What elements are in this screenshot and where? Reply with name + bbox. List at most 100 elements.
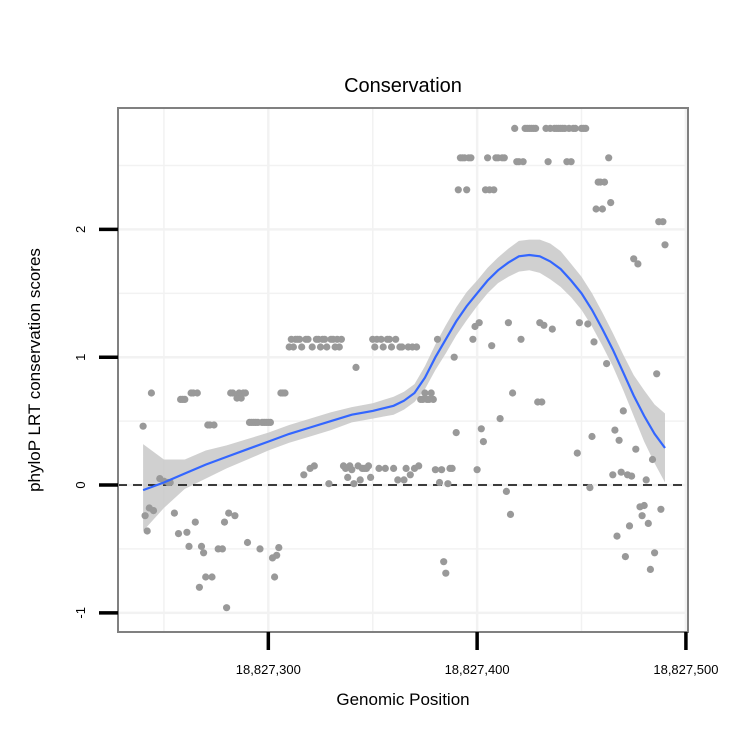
- data-point: [298, 343, 306, 351]
- data-point: [141, 512, 149, 520]
- data-point: [243, 538, 252, 547]
- data-point: [444, 480, 452, 488]
- data-point: [325, 480, 333, 488]
- x-tick-label: 18,827,300: [236, 662, 301, 677]
- data-point: [448, 464, 456, 472]
- data-point: [621, 553, 630, 561]
- data-point: [375, 464, 383, 472]
- data-point: [575, 319, 584, 327]
- data-point: [197, 542, 206, 551]
- data-point: [484, 154, 492, 162]
- data-point: [218, 545, 226, 553]
- chart-title: Conservation: [344, 75, 462, 97]
- data-point: [202, 573, 210, 581]
- y-axis-label: phyloP LRT conservation scores: [25, 248, 44, 492]
- y-tick-label: 0: [73, 481, 88, 488]
- data-point: [532, 124, 540, 132]
- data-point: [454, 186, 462, 194]
- data-point: [603, 360, 611, 368]
- data-point: [316, 343, 325, 351]
- data-point: [548, 325, 556, 333]
- data-point: [519, 158, 527, 166]
- data-point: [600, 178, 609, 186]
- data-point: [427, 389, 435, 397]
- data-point: [611, 426, 619, 434]
- data-point: [500, 154, 508, 162]
- data-point: [659, 218, 667, 226]
- data-point: [567, 158, 575, 166]
- data-point: [504, 319, 512, 327]
- data-point: [473, 466, 481, 474]
- data-point: [415, 462, 423, 470]
- data-point: [477, 425, 485, 433]
- data-point: [640, 501, 648, 510]
- panel-border: [117, 107, 689, 633]
- data-point: [256, 545, 264, 553]
- data-point: [208, 573, 216, 581]
- data-point: [147, 389, 155, 397]
- data-point: [508, 389, 517, 397]
- data-point: [619, 407, 627, 415]
- data-point: [625, 522, 634, 530]
- data-point: [429, 395, 437, 403]
- data-point: [657, 505, 665, 513]
- data-point: [337, 335, 345, 343]
- data-point: [613, 532, 621, 540]
- data-point: [271, 573, 279, 581]
- data-point: [431, 466, 439, 474]
- data-point: [352, 363, 360, 371]
- smooth-curve: [142, 253, 666, 492]
- data-point: [367, 473, 375, 481]
- data-point: [617, 468, 625, 476]
- data-point: [385, 335, 393, 343]
- data-point: [607, 199, 615, 207]
- data-point: [323, 343, 331, 351]
- data-points: [139, 124, 669, 612]
- data-point: [467, 154, 475, 162]
- x-tick-label: 18,827,500: [653, 662, 718, 677]
- data-point: [310, 462, 318, 470]
- data-point: [223, 604, 231, 612]
- data-point: [390, 464, 398, 472]
- y-tick-label: -1: [73, 607, 88, 619]
- data-point: [661, 241, 669, 249]
- data-point: [586, 484, 594, 492]
- data-point: [479, 438, 487, 446]
- data-point: [402, 464, 410, 472]
- data-point: [413, 343, 421, 351]
- data-point: [463, 186, 471, 194]
- data-point: [450, 353, 458, 361]
- data-point: [348, 466, 356, 474]
- data-point: [435, 478, 444, 487]
- data-point: [273, 551, 281, 559]
- data-point: [502, 487, 510, 495]
- data-point: [225, 509, 233, 517]
- data-point: [469, 335, 477, 343]
- data-point: [452, 429, 460, 437]
- data-point: [335, 343, 343, 351]
- data-point: [139, 422, 147, 430]
- x-axis-label: Genomic Position: [336, 690, 469, 709]
- x-tick-label: 18,827,400: [445, 662, 510, 677]
- y-axis-ticks: -1 0 1 2: [73, 226, 118, 619]
- data-point: [605, 154, 613, 162]
- data-point: [438, 466, 446, 474]
- data-point: [266, 418, 274, 426]
- data-point: [433, 335, 442, 343]
- data-point: [381, 464, 389, 472]
- data-point: [377, 335, 385, 343]
- data-point: [183, 528, 191, 536]
- data-point: [538, 398, 546, 406]
- data-point: [651, 549, 659, 557]
- data-point: [506, 510, 515, 518]
- data-point: [195, 583, 203, 591]
- data-point: [517, 335, 525, 343]
- data-point: [229, 389, 237, 397]
- data-point: [143, 527, 151, 535]
- data-point: [181, 395, 189, 403]
- data-point: [387, 343, 396, 351]
- data-point: [609, 471, 617, 479]
- panel-background: [118, 108, 688, 632]
- data-point: [350, 480, 358, 488]
